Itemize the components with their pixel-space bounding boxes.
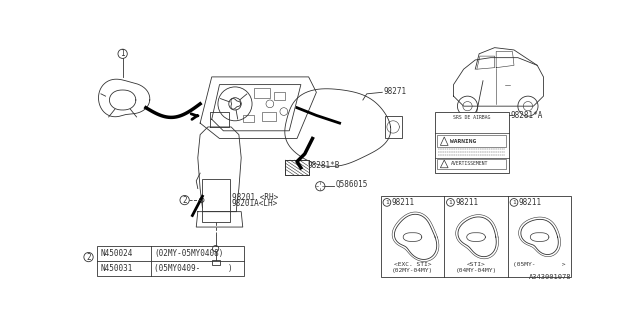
Text: 2: 2 bbox=[86, 252, 91, 261]
Bar bbox=[274, 92, 285, 100]
Bar bbox=[285, 160, 308, 175]
Text: 1: 1 bbox=[512, 200, 516, 205]
Bar bbox=[385, 116, 402, 138]
Bar bbox=[202, 179, 230, 222]
Text: WARNING: WARNING bbox=[451, 139, 477, 144]
Text: 2: 2 bbox=[182, 196, 187, 204]
Text: 98201 <RH>: 98201 <RH> bbox=[232, 193, 278, 202]
Text: (05MY0409-      ): (05MY0409- ) bbox=[154, 264, 233, 273]
Bar bbox=[97, 246, 244, 276]
Text: N450024: N450024 bbox=[100, 249, 132, 258]
Circle shape bbox=[458, 96, 477, 116]
Bar bbox=[381, 196, 572, 277]
Text: 98281*A: 98281*A bbox=[511, 111, 543, 120]
Text: <STI>: <STI> bbox=[467, 261, 485, 267]
Text: 1: 1 bbox=[449, 200, 452, 205]
Text: 98211: 98211 bbox=[518, 198, 542, 207]
Text: (02MY-05MY0408): (02MY-05MY0408) bbox=[154, 249, 224, 258]
Bar bbox=[243, 116, 253, 122]
Text: 1: 1 bbox=[385, 200, 388, 205]
Text: (02MY-04MY): (02MY-04MY) bbox=[392, 268, 433, 273]
Bar bbox=[285, 160, 308, 175]
Text: Q586015: Q586015 bbox=[336, 180, 368, 189]
Text: 98211: 98211 bbox=[455, 198, 478, 207]
Text: 98211: 98211 bbox=[392, 198, 415, 207]
Circle shape bbox=[518, 96, 538, 116]
Text: 1: 1 bbox=[120, 49, 125, 58]
Text: 98201A<LH>: 98201A<LH> bbox=[232, 199, 278, 208]
Bar bbox=[437, 159, 506, 169]
Text: 98271: 98271 bbox=[384, 87, 407, 96]
Text: (04MY-04MY): (04MY-04MY) bbox=[456, 268, 497, 273]
Bar bbox=[262, 112, 276, 121]
Text: 98281*B: 98281*B bbox=[307, 161, 339, 170]
Text: N450031: N450031 bbox=[100, 264, 132, 273]
Bar bbox=[212, 260, 220, 265]
Text: AVERTISSEMENT: AVERTISSEMENT bbox=[451, 161, 488, 166]
Bar bbox=[437, 135, 506, 147]
Bar bbox=[254, 88, 270, 98]
Text: (05MY-       >: (05MY- > bbox=[513, 261, 566, 267]
Text: A343001078: A343001078 bbox=[529, 274, 572, 280]
Bar bbox=[435, 112, 509, 173]
Text: <EXC. STI>: <EXC. STI> bbox=[394, 261, 431, 267]
Text: SRS DE AIRBAG: SRS DE AIRBAG bbox=[453, 115, 490, 120]
